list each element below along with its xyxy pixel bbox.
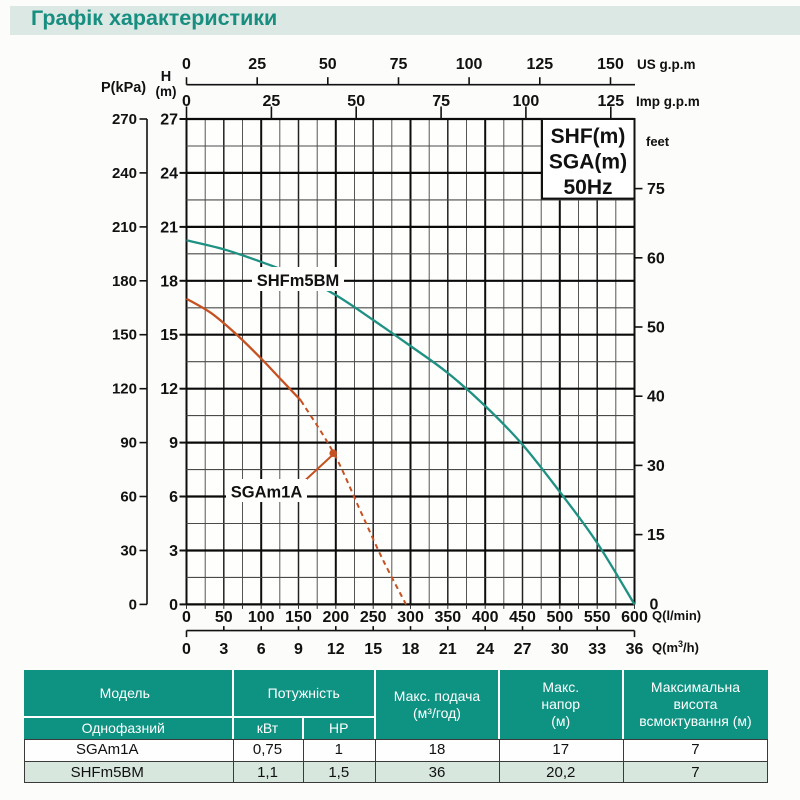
svg-text:SGAm1A: SGAm1A bbox=[231, 484, 303, 502]
svg-text:21: 21 bbox=[160, 219, 178, 236]
svg-text:18: 18 bbox=[160, 273, 178, 290]
svg-text:240: 240 bbox=[112, 165, 137, 182]
svg-text:24: 24 bbox=[476, 641, 494, 658]
svg-text:15: 15 bbox=[647, 527, 665, 544]
svg-text:21: 21 bbox=[439, 641, 457, 658]
svg-text:SHFm5BM: SHFm5BM bbox=[257, 272, 340, 290]
svg-text:25: 25 bbox=[263, 93, 281, 110]
svg-text:150: 150 bbox=[285, 609, 312, 626]
svg-text:180: 180 bbox=[112, 273, 137, 290]
svg-text:36: 36 bbox=[626, 641, 644, 658]
svg-text:250: 250 bbox=[360, 609, 387, 626]
svg-text:P(kPa): P(kPa) bbox=[101, 80, 146, 96]
svg-text:50: 50 bbox=[347, 93, 365, 110]
svg-text:Imp g.p.m: Imp g.p.m bbox=[636, 94, 700, 109]
svg-text:125: 125 bbox=[526, 56, 553, 73]
svg-text:3: 3 bbox=[219, 641, 228, 658]
svg-text:0: 0 bbox=[169, 597, 178, 614]
svg-text:50: 50 bbox=[215, 609, 233, 626]
svg-text:27: 27 bbox=[514, 641, 532, 658]
svg-text:Q(m3/h): Q(m3/h) bbox=[652, 639, 699, 655]
svg-text:120: 120 bbox=[112, 381, 137, 398]
svg-text:75: 75 bbox=[432, 93, 450, 110]
svg-text:0: 0 bbox=[182, 56, 191, 73]
svg-text:3: 3 bbox=[169, 543, 178, 560]
svg-text:6: 6 bbox=[257, 641, 266, 658]
svg-text:150: 150 bbox=[112, 327, 137, 344]
svg-text:100: 100 bbox=[513, 93, 540, 110]
svg-text:25: 25 bbox=[248, 56, 266, 73]
svg-text:75: 75 bbox=[647, 181, 665, 198]
svg-text:0: 0 bbox=[650, 596, 659, 613]
svg-text:75: 75 bbox=[390, 56, 408, 73]
svg-text:50: 50 bbox=[319, 56, 337, 73]
svg-text:18: 18 bbox=[402, 641, 420, 658]
svg-text:9: 9 bbox=[294, 641, 303, 658]
svg-text:125: 125 bbox=[597, 93, 624, 110]
svg-text:12: 12 bbox=[327, 641, 345, 658]
svg-text:9: 9 bbox=[169, 435, 178, 452]
svg-text:150: 150 bbox=[597, 56, 624, 73]
svg-text:90: 90 bbox=[120, 435, 137, 452]
svg-text:270: 270 bbox=[112, 111, 137, 128]
svg-text:27: 27 bbox=[160, 112, 178, 129]
svg-text:Q(l/min): Q(l/min) bbox=[652, 608, 701, 623]
svg-text:24: 24 bbox=[160, 165, 178, 182]
svg-text:40: 40 bbox=[647, 389, 665, 406]
svg-text:50: 50 bbox=[647, 320, 665, 337]
svg-text:0: 0 bbox=[182, 93, 191, 110]
svg-text:60: 60 bbox=[120, 489, 137, 506]
svg-text:30: 30 bbox=[647, 458, 665, 475]
svg-text:H: H bbox=[161, 69, 171, 85]
svg-text:100: 100 bbox=[248, 609, 275, 626]
svg-text:SHF(m): SHF(m) bbox=[551, 125, 626, 148]
svg-text:15: 15 bbox=[160, 327, 178, 344]
svg-text:SGA(m): SGA(m) bbox=[549, 151, 627, 174]
svg-text:50Hz: 50Hz bbox=[563, 176, 612, 199]
svg-text:0: 0 bbox=[182, 641, 191, 658]
svg-text:33: 33 bbox=[588, 641, 606, 658]
svg-text:450: 450 bbox=[509, 609, 536, 626]
svg-text:300: 300 bbox=[397, 609, 424, 626]
svg-text:30: 30 bbox=[120, 543, 137, 560]
svg-text:0: 0 bbox=[129, 596, 137, 613]
svg-text:400: 400 bbox=[472, 609, 499, 626]
svg-text:feet: feet bbox=[646, 134, 670, 149]
svg-text:210: 210 bbox=[112, 219, 137, 236]
svg-text:6: 6 bbox=[169, 489, 178, 506]
svg-text:US g.p.m: US g.p.m bbox=[637, 57, 696, 72]
svg-text:15: 15 bbox=[364, 641, 382, 658]
svg-text:200: 200 bbox=[322, 609, 349, 626]
svg-text:600: 600 bbox=[621, 609, 648, 626]
svg-text:0: 0 bbox=[182, 609, 191, 626]
svg-text:100: 100 bbox=[456, 56, 483, 73]
svg-text:550: 550 bbox=[584, 609, 611, 626]
svg-text:500: 500 bbox=[546, 609, 573, 626]
svg-text:12: 12 bbox=[160, 381, 178, 398]
svg-text:60: 60 bbox=[647, 250, 665, 267]
svg-text:(m): (m) bbox=[156, 84, 177, 99]
svg-text:350: 350 bbox=[434, 609, 461, 626]
svg-text:30: 30 bbox=[551, 641, 569, 658]
